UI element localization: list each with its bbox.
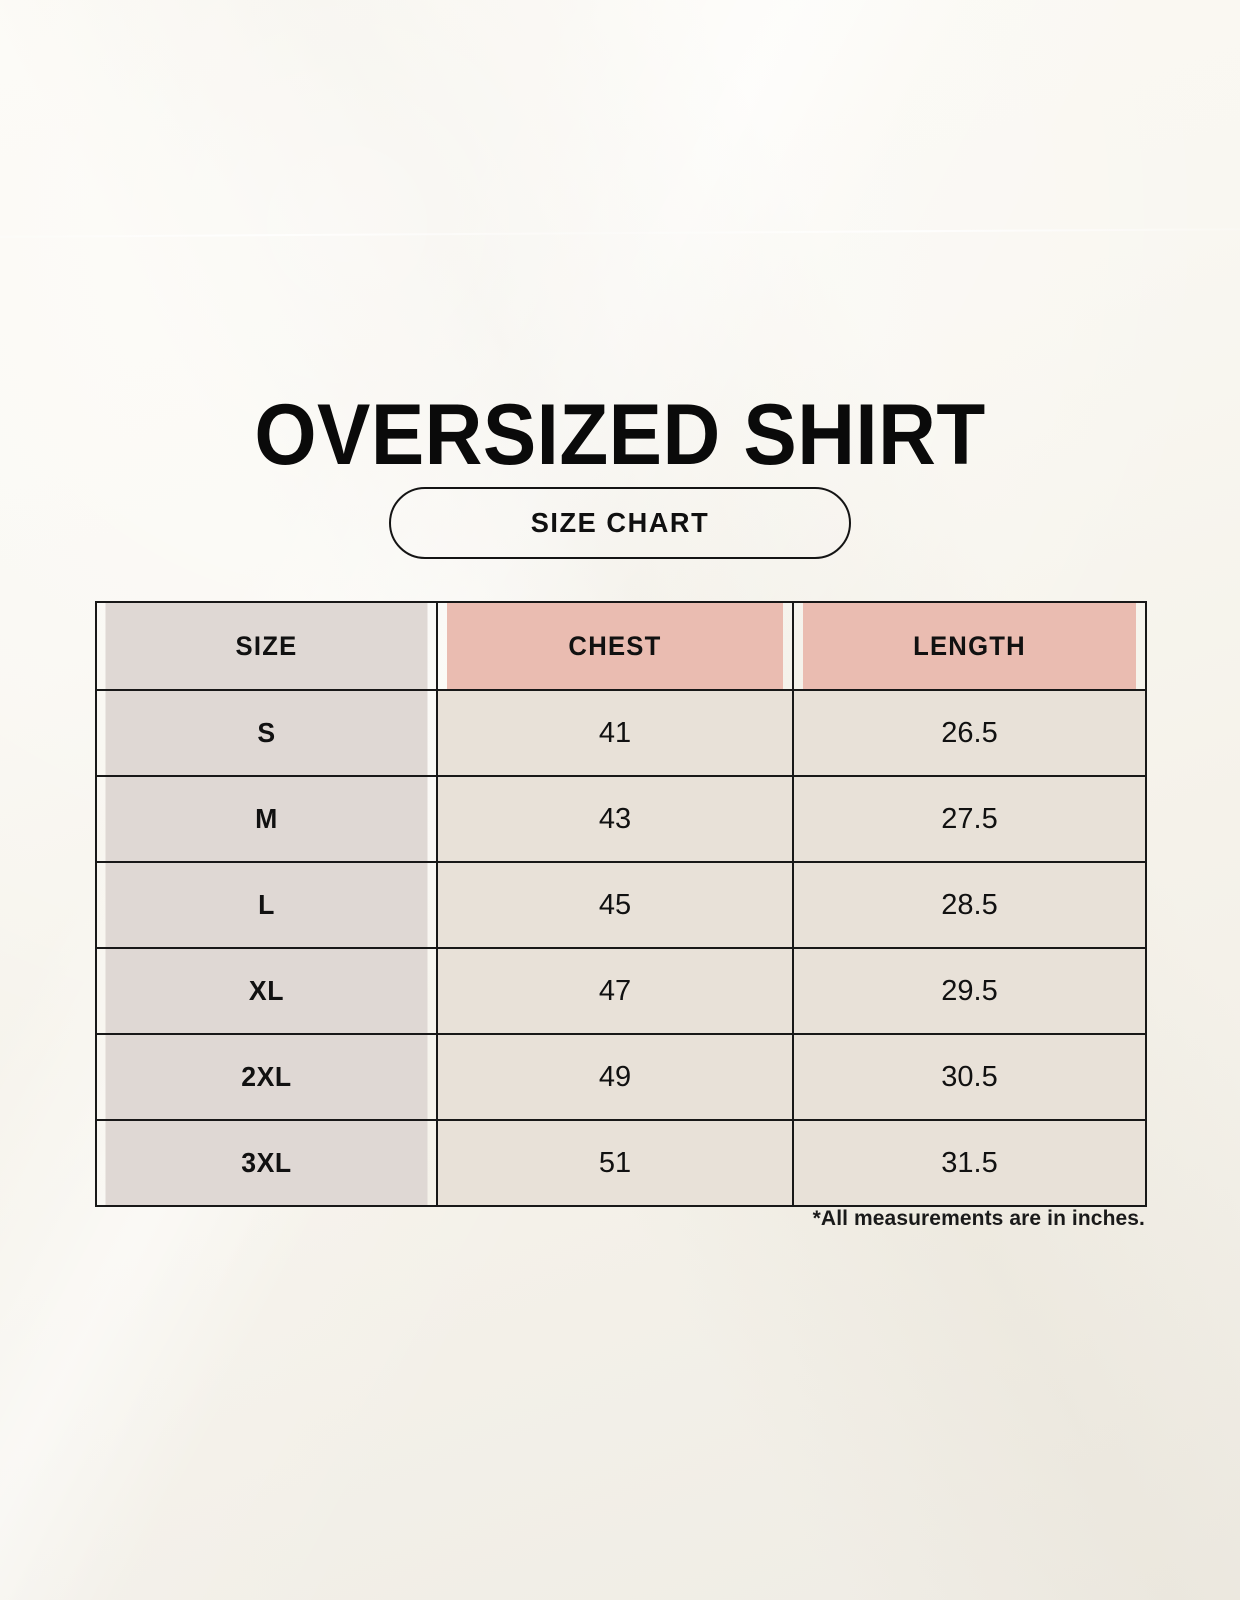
cell-length: 28.5 (792, 861, 1147, 949)
cell-chest: 49 (436, 1033, 794, 1121)
cell-size: 2XL (103, 1033, 430, 1121)
table-row: 3XL 51 31.5 (96, 1119, 1147, 1207)
cell-size: XL (103, 947, 430, 1035)
column-header-length: LENGTH (800, 601, 1139, 691)
cell-size: L (103, 861, 430, 949)
cell-length: 26.5 (792, 689, 1147, 777)
cell-chest: 47 (436, 947, 794, 1035)
cell-chest: 41 (436, 689, 794, 777)
cell-length: 30.5 (792, 1033, 1147, 1121)
table-row: S 41 26.5 (96, 689, 1147, 777)
size-chart-badge: SIZE CHART (389, 487, 851, 559)
table-row: XL 47 29.5 (96, 947, 1147, 1035)
size-table-header: SIZE CHEST LENGTH (96, 601, 1146, 691)
cell-length: 27.5 (792, 775, 1147, 863)
cell-chest: 51 (436, 1119, 794, 1207)
column-header-size: SIZE (103, 601, 430, 691)
table-row: M 43 27.5 (96, 775, 1147, 863)
size-table-container: SIZE CHEST LENGTH S 41 26.5 M 43 27.5 L (95, 601, 1147, 1207)
cell-length: 31.5 (792, 1119, 1147, 1207)
table-row: L 45 28.5 (96, 861, 1147, 949)
page-title: OVERSIZED SHIRT (254, 386, 986, 483)
cell-size: 3XL (103, 1119, 430, 1207)
measurements-footnote: *All measurements are in inches. (812, 1207, 1145, 1230)
cell-chest: 45 (436, 861, 794, 949)
size-table: SIZE CHEST LENGTH S 41 26.5 M 43 27.5 L (95, 601, 1147, 1207)
cell-size: S (103, 689, 430, 777)
table-row: 2XL 49 30.5 (96, 1033, 1147, 1121)
cell-chest: 43 (436, 775, 794, 863)
size-table-body: S 41 26.5 M 43 27.5 L 45 28.5 XL 47 (96, 689, 1147, 1207)
table-header-row: SIZE CHEST LENGTH (96, 601, 1146, 691)
cell-size: M (103, 775, 430, 863)
column-header-chest: CHEST (444, 601, 786, 691)
cell-length: 29.5 (792, 947, 1147, 1035)
size-chart-badge-label: SIZE CHART (530, 507, 710, 538)
